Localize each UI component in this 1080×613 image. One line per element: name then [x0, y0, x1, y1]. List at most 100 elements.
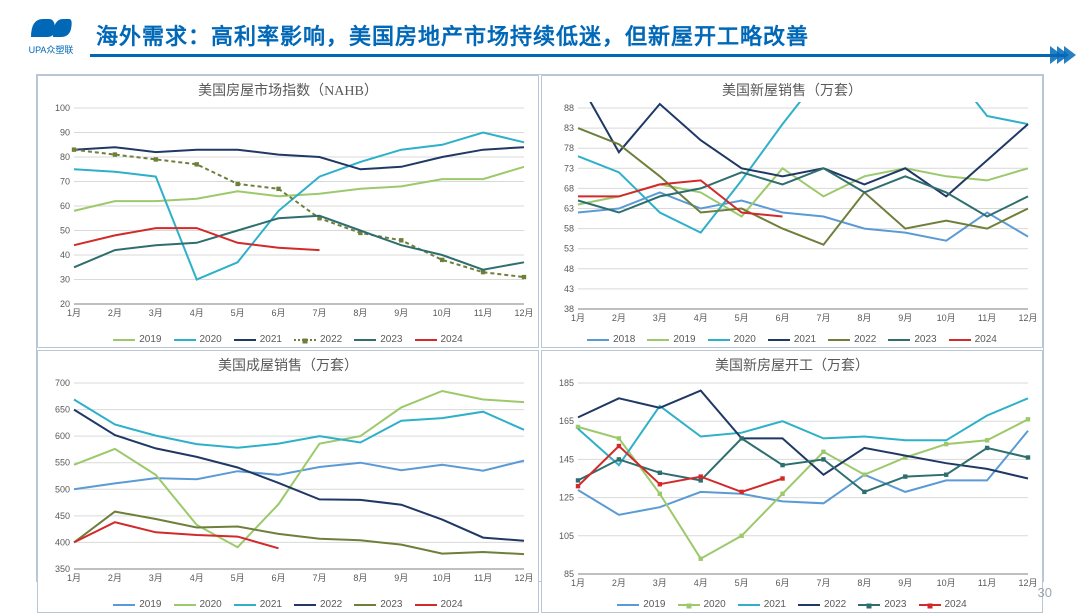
svg-text:83: 83 — [564, 123, 574, 133]
legend-label: 2021 — [260, 334, 282, 345]
svg-text:70: 70 — [60, 177, 70, 187]
legend-item: 2019 — [617, 599, 665, 610]
legend-item: 2022 — [294, 599, 342, 610]
svg-text:11月: 11月 — [474, 573, 492, 583]
legend-label: 2022 — [854, 334, 876, 345]
legend-label: 2024 — [945, 599, 967, 610]
svg-text:6月: 6月 — [272, 573, 286, 583]
svg-text:58: 58 — [564, 224, 574, 234]
legend-label: 2021 — [794, 334, 816, 345]
svg-text:8月: 8月 — [353, 573, 367, 583]
svg-text:63: 63 — [564, 204, 574, 214]
chart-nahb-plot: 20304050607080901001月2月3月4月5月6月7月8月9月10月… — [44, 102, 532, 332]
page-number: 30 — [1038, 585, 1052, 600]
svg-text:5月: 5月 — [735, 313, 749, 323]
chevron-deco-icon — [1055, 46, 1076, 69]
svg-text:165: 165 — [559, 416, 574, 426]
svg-text:78: 78 — [564, 143, 574, 153]
legend-item: 2020 — [174, 334, 222, 345]
legend-item: 2022 — [294, 334, 342, 345]
legend-label: 2019 — [643, 599, 665, 610]
legend-item: 2023 — [354, 334, 402, 345]
svg-text:550: 550 — [55, 458, 70, 468]
page-title: 海外需求：高利率影响，美国房地产市场持续低迷，但新屋开工略改善 — [96, 19, 809, 51]
chart-new-sales: 美国新屋销售（万套） 38434853586368737883881月2月3月4… — [541, 75, 1043, 348]
svg-text:4月: 4月 — [694, 578, 708, 588]
slide-header: UPA众塑联 海外需求：高利率影响，美国房地产市场持续低迷，但新屋开工略改善 — [0, 0, 1080, 62]
legend-item: 2019 — [113, 334, 161, 345]
svg-text:2月: 2月 — [108, 573, 122, 583]
svg-text:8月: 8月 — [353, 308, 367, 318]
legend-item: 2022 — [828, 334, 876, 345]
svg-text:73: 73 — [564, 163, 574, 173]
svg-text:68: 68 — [564, 183, 574, 193]
svg-text:8月: 8月 — [857, 578, 871, 588]
legend-label: 2024 — [975, 334, 997, 345]
legend-label: 2021 — [260, 599, 282, 610]
svg-text:10月: 10月 — [937, 578, 956, 588]
svg-text:185: 185 — [559, 378, 574, 388]
svg-text:10月: 10月 — [433, 573, 452, 583]
svg-text:650: 650 — [55, 405, 70, 415]
svg-text:1月: 1月 — [571, 313, 585, 323]
svg-text:7月: 7月 — [816, 578, 830, 588]
chart-housing-starts-title: 美国新房屋开工（万套） — [548, 355, 1036, 375]
legend-label: 2019 — [139, 334, 161, 345]
svg-text:7月: 7月 — [312, 308, 326, 318]
svg-text:12月: 12月 — [514, 308, 532, 318]
svg-text:125: 125 — [559, 493, 574, 503]
title-rule — [90, 54, 1064, 57]
svg-text:4月: 4月 — [190, 308, 204, 318]
svg-text:10月: 10月 — [433, 308, 452, 318]
chart-housing-starts-legend: 201920202021202220232024 — [548, 599, 1036, 610]
legend-label: 2024 — [441, 334, 463, 345]
legend-label: 2020 — [200, 334, 222, 345]
legend-item: 2024 — [415, 599, 463, 610]
svg-text:6月: 6月 — [776, 313, 790, 323]
svg-text:100: 100 — [55, 103, 70, 113]
svg-text:4月: 4月 — [694, 313, 708, 323]
svg-text:90: 90 — [60, 128, 70, 138]
legend-label: 2024 — [441, 599, 463, 610]
legend-label: 2020 — [200, 599, 222, 610]
svg-text:60: 60 — [60, 201, 70, 211]
svg-text:105: 105 — [559, 531, 574, 541]
svg-text:600: 600 — [55, 431, 70, 441]
svg-text:9月: 9月 — [898, 578, 912, 588]
svg-text:12月: 12月 — [514, 573, 532, 583]
chart-new-sales-legend: 2018201920202021202220232024 — [548, 334, 1036, 345]
chart-housing-starts: 美国新房屋开工（万套） 851051251451651851月2月3月4月5月6… — [541, 350, 1043, 613]
svg-text:48: 48 — [564, 264, 574, 274]
svg-text:1月: 1月 — [571, 578, 585, 588]
chart-nahb-title: 美国房屋市场指数（NAHB） — [44, 80, 532, 100]
svg-text:3月: 3月 — [653, 578, 667, 588]
legend-label: 2019 — [139, 599, 161, 610]
svg-text:450: 450 — [55, 511, 70, 521]
legend-item: 2019 — [647, 334, 695, 345]
svg-text:7月: 7月 — [816, 313, 830, 323]
svg-text:10月: 10月 — [937, 313, 956, 323]
chart-nahb: 美国房屋市场指数（NAHB） 20304050607080901001月2月3月… — [37, 75, 539, 348]
legend-item: 2019 — [113, 599, 161, 610]
legend-label: 2020 — [734, 334, 756, 345]
svg-text:5月: 5月 — [231, 308, 245, 318]
svg-text:9月: 9月 — [394, 308, 408, 318]
legend-item: 2020 — [678, 599, 726, 610]
logo: UPA众塑联 — [24, 14, 78, 56]
charts-grid: 美国房屋市场指数（NAHB） 20304050607080901001月2月3月… — [36, 74, 1044, 582]
legend-item: 2024 — [919, 599, 967, 610]
svg-text:6月: 6月 — [776, 578, 790, 588]
legend-item: 2023 — [354, 599, 402, 610]
svg-text:9月: 9月 — [898, 313, 912, 323]
svg-text:5月: 5月 — [231, 573, 245, 583]
legend-item: 2024 — [949, 334, 997, 345]
legend-label: 2023 — [914, 334, 936, 345]
svg-text:500: 500 — [55, 484, 70, 494]
svg-text:400: 400 — [55, 537, 70, 547]
legend-label: 2023 — [380, 599, 402, 610]
svg-text:30: 30 — [60, 275, 70, 285]
chart-existing-sales-plot: 3504004505005506006507001月2月3月4月5月6月7月8月… — [44, 377, 532, 597]
chart-nahb-legend: 2019 2020 2021 2022 2023 2024 — [44, 334, 532, 345]
svg-text:8月: 8月 — [857, 313, 871, 323]
legend-label: 2023 — [884, 599, 906, 610]
